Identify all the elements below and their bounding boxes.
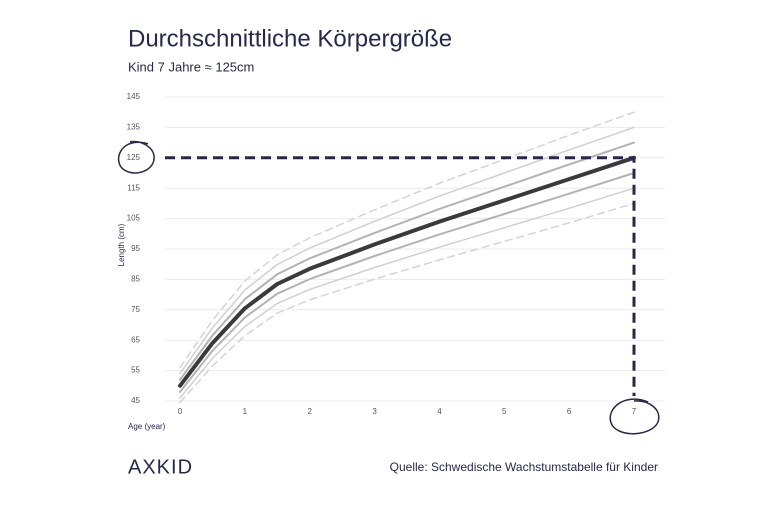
series-line bbox=[178, 155, 636, 388]
y-tick-label: 55 bbox=[131, 366, 140, 375]
x-tick-label: 0 bbox=[178, 407, 183, 416]
series-line bbox=[179, 187, 635, 399]
logo: AXKID bbox=[128, 456, 193, 478]
chart-title: Durchschnittliche Körpergröße bbox=[128, 25, 452, 52]
plot-area bbox=[178, 111, 636, 404]
y-tick-label: 115 bbox=[127, 183, 140, 192]
x-tick-label: 5 bbox=[502, 407, 507, 416]
x-tick-label: 6 bbox=[567, 407, 572, 416]
source: Quelle: Schwedische Wachstumstabelle für… bbox=[390, 460, 658, 474]
y-tick-label: 85 bbox=[131, 275, 140, 284]
y-tick-label: 65 bbox=[131, 335, 140, 344]
y-tick-label: 125 bbox=[127, 153, 141, 162]
y-tick-label: 145 bbox=[127, 92, 141, 101]
series-line bbox=[179, 141, 635, 381]
chart-subtitle: Kind 7 Jahre ≈ 125cm bbox=[128, 59, 254, 74]
series-line bbox=[179, 111, 635, 369]
x-axis-label: Age (year) bbox=[128, 422, 166, 431]
highlight-line bbox=[165, 156, 636, 396]
highlight-circle bbox=[609, 398, 660, 435]
x-tick-label: 7 bbox=[632, 407, 637, 416]
highlight-circle bbox=[117, 140, 155, 174]
x-tick-label: 3 bbox=[372, 407, 377, 416]
y-tick-label: 105 bbox=[127, 214, 141, 223]
series-line bbox=[179, 172, 635, 393]
y-axis-label: Length (cm) bbox=[117, 223, 126, 266]
y-tick-label: 45 bbox=[131, 396, 140, 405]
x-tick-label: 4 bbox=[437, 407, 442, 416]
y-tick-label: 135 bbox=[127, 123, 141, 132]
x-tick-label: 1 bbox=[243, 407, 248, 416]
series-line bbox=[179, 126, 635, 375]
y-tick-label: 75 bbox=[131, 305, 140, 314]
x-tick-label: 2 bbox=[307, 407, 312, 416]
y-tick-label: 95 bbox=[131, 244, 140, 253]
